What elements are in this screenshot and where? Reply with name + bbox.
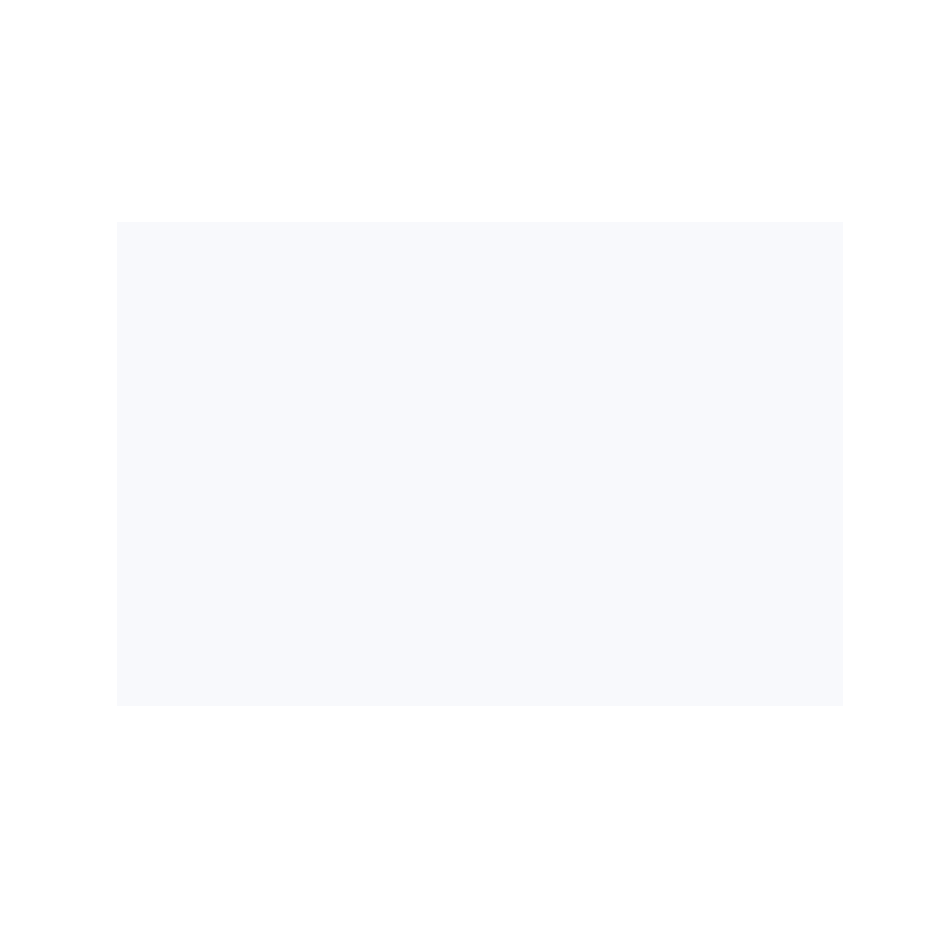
word-cloud-panel <box>117 222 843 706</box>
word-cloud <box>117 222 843 706</box>
